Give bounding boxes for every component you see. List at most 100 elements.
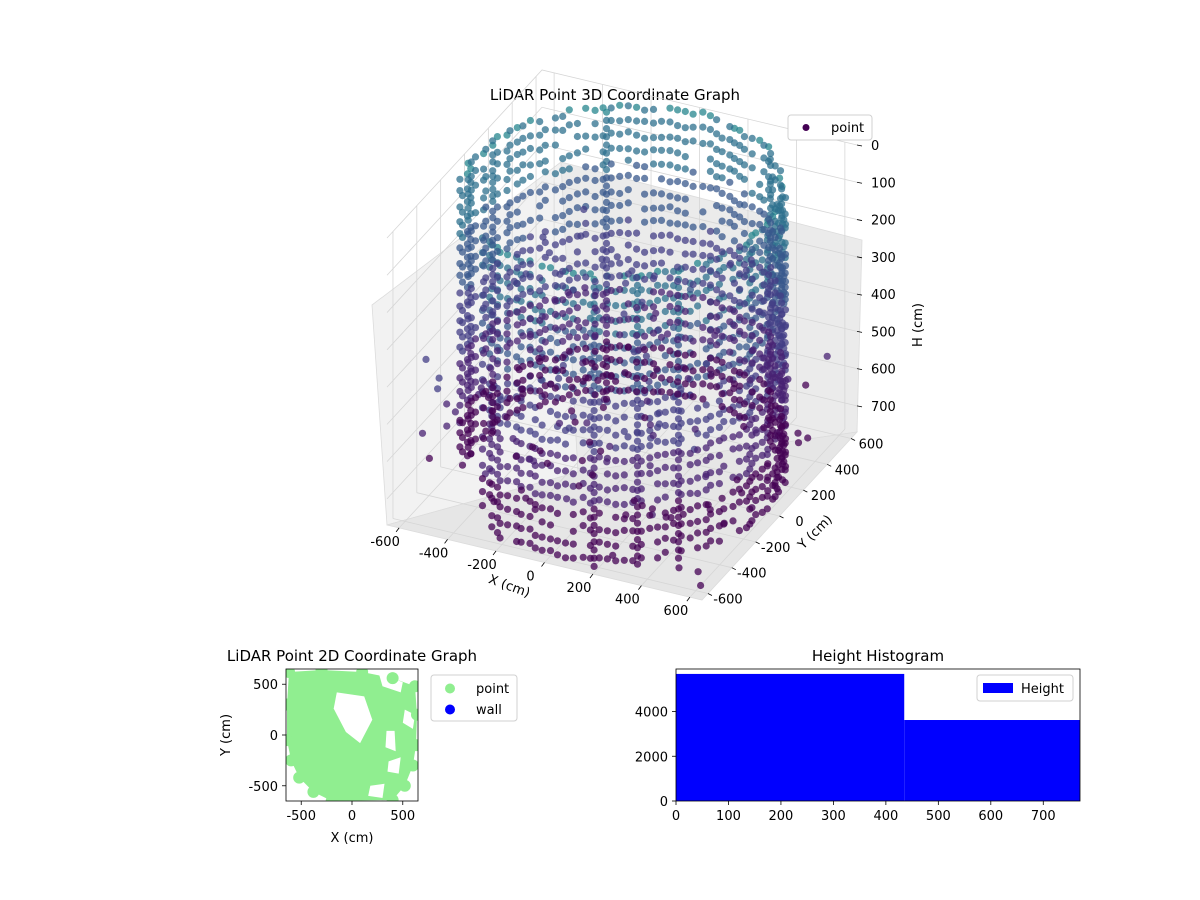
point-marker xyxy=(736,172,744,180)
point-marker xyxy=(486,435,494,443)
point-marker xyxy=(666,318,674,326)
point-marker xyxy=(517,285,525,293)
point-marker xyxy=(565,391,573,399)
point-marker xyxy=(478,461,487,469)
point-marker xyxy=(503,373,511,381)
point-marker xyxy=(565,347,573,355)
point-marker xyxy=(504,477,512,485)
point-marker xyxy=(637,527,645,535)
point-marker xyxy=(681,380,689,388)
point-marker xyxy=(482,203,490,211)
point-marker xyxy=(767,348,775,356)
x-tick-label: 700 xyxy=(1031,809,1056,824)
point-marker xyxy=(633,421,642,429)
point-marker xyxy=(541,313,549,321)
point-marker xyxy=(565,235,573,243)
point-marker xyxy=(536,316,544,325)
point-marker xyxy=(781,220,790,228)
point-marker xyxy=(536,371,544,380)
point-marker xyxy=(691,425,699,433)
point-marker xyxy=(633,519,642,527)
point-marker xyxy=(760,154,768,162)
point-marker xyxy=(522,494,530,502)
point-marker xyxy=(541,325,549,334)
point-marker xyxy=(513,236,521,244)
point-marker xyxy=(740,261,749,269)
point-marker xyxy=(674,235,682,243)
point-marker xyxy=(591,120,599,128)
point-marker xyxy=(637,429,645,437)
point-marker xyxy=(467,425,475,433)
point-marker xyxy=(718,134,726,142)
point-marker xyxy=(661,534,669,542)
point-marker xyxy=(748,134,756,142)
point-marker xyxy=(538,435,546,443)
point-marker xyxy=(541,141,549,149)
point-marker xyxy=(503,245,511,253)
point-marker xyxy=(559,254,567,262)
point-marker xyxy=(546,392,555,400)
x-tick xyxy=(395,527,400,533)
x-tick-label: 200 xyxy=(769,809,794,824)
point-marker xyxy=(657,216,666,224)
point-marker xyxy=(622,279,630,287)
y-tick-label: 0 xyxy=(660,795,668,810)
point-marker xyxy=(689,110,697,118)
point-marker xyxy=(573,389,582,397)
x-tick-label: 200 xyxy=(567,581,592,596)
point-marker xyxy=(663,330,672,338)
point-marker xyxy=(681,392,689,400)
point-marker xyxy=(713,173,721,181)
point-marker xyxy=(677,547,685,555)
point-marker xyxy=(546,521,555,529)
point-marker xyxy=(699,323,707,331)
point-marker xyxy=(590,562,598,571)
chart-2d-axes: -500 0 500 -500 0 500 xyxy=(248,678,415,824)
x-tick xyxy=(589,573,594,579)
point-marker xyxy=(513,166,521,174)
point-marker xyxy=(662,513,670,521)
point-marker xyxy=(748,275,756,283)
point-marker xyxy=(456,317,464,325)
point-marker xyxy=(607,246,615,254)
point-marker xyxy=(569,269,577,277)
point-marker xyxy=(633,161,641,169)
point-marker xyxy=(579,411,587,419)
point-marker xyxy=(661,352,669,360)
point-marker xyxy=(480,377,488,385)
point-marker xyxy=(641,304,649,312)
point-marker xyxy=(689,250,697,258)
point-marker xyxy=(748,402,756,410)
point-marker xyxy=(666,161,674,169)
point-marker xyxy=(607,260,615,268)
point-marker xyxy=(536,188,544,196)
point-marker xyxy=(781,462,790,470)
point-marker xyxy=(718,217,726,225)
x-tick xyxy=(492,550,497,556)
point-marker xyxy=(467,243,475,251)
point-marker xyxy=(471,166,480,175)
point-marker xyxy=(564,288,572,297)
point-marker xyxy=(730,237,739,245)
x-tick-label: 500 xyxy=(390,809,415,824)
point-marker xyxy=(569,482,577,490)
point-marker xyxy=(758,256,766,264)
point-marker xyxy=(648,505,657,513)
point-marker xyxy=(764,487,772,495)
point-marker xyxy=(513,353,521,361)
point-marker xyxy=(778,440,786,448)
point-marker xyxy=(471,293,480,301)
point-marker xyxy=(506,409,514,417)
point-marker xyxy=(699,251,707,260)
point-marker xyxy=(686,506,694,514)
point-marker xyxy=(767,277,775,285)
point-marker xyxy=(616,216,624,224)
point-marker xyxy=(582,259,590,267)
point-marker xyxy=(620,556,628,564)
point-marker xyxy=(730,380,739,388)
point-marker xyxy=(569,470,577,478)
point-marker xyxy=(559,282,567,290)
legend-point-marker xyxy=(802,124,810,131)
point-marker xyxy=(526,301,535,310)
point-marker xyxy=(649,314,658,322)
